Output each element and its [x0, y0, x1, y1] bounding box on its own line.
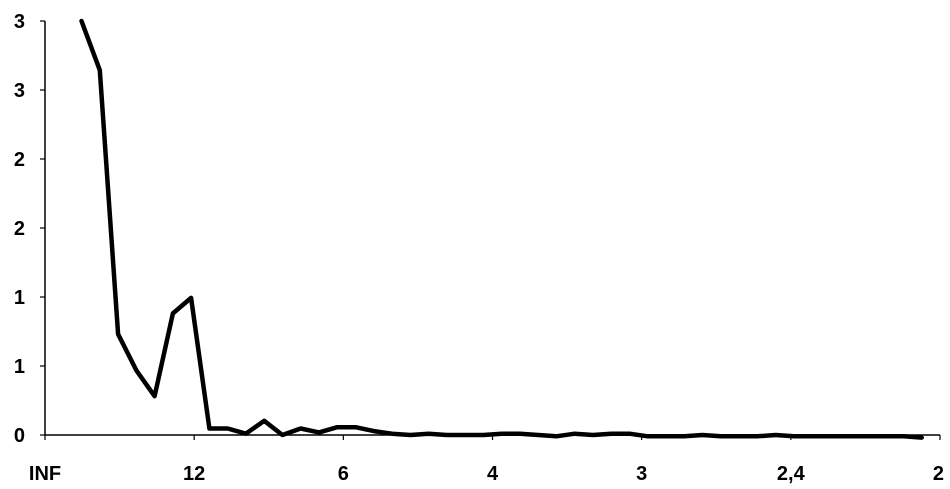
y-tick-label: 2 — [14, 149, 25, 171]
x-tick-label: INF — [29, 463, 61, 485]
y-tick-label: 3 — [14, 80, 25, 102]
y-tick-label: 1 — [14, 356, 25, 378]
y-tick-label: 2 — [14, 218, 25, 240]
chart-axes — [44, 21, 940, 436]
x-tick-label: 12 — [183, 463, 205, 485]
x-axis-ticks: INF 12 6 4 3 2,4 2 — [29, 435, 944, 485]
x-tick-label: 2,4 — [777, 463, 806, 485]
y-tick-label: 1 — [14, 287, 25, 309]
x-tick-label: 6 — [338, 463, 349, 485]
y-tick-label: 3 — [14, 11, 25, 33]
series-group — [79, 18, 924, 440]
x-tick-label: 2 — [933, 463, 944, 485]
x-tick-label: 4 — [487, 463, 499, 485]
y-tick-label: 0 — [14, 425, 25, 447]
y-axis-ticks: 0 1 1 2 2 3 3 — [14, 11, 45, 447]
series-line — [79, 18, 924, 440]
x-tick-label: 3 — [636, 463, 647, 485]
